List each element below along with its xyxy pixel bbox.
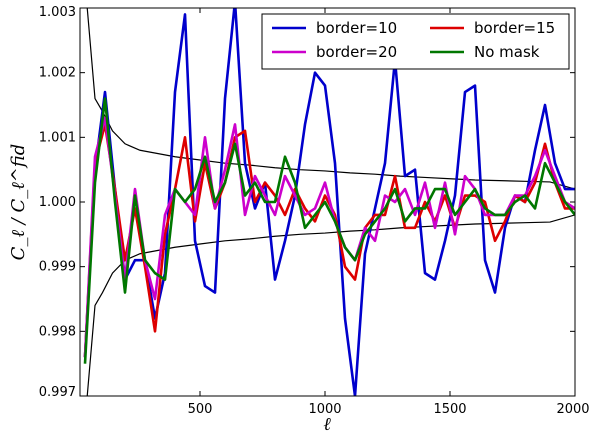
y-tick-label: 1.002 (39, 66, 76, 81)
x-axis-ticks: 500 1000 1500 2000 (188, 8, 590, 417)
y-tick-label: 0.998 (39, 324, 76, 339)
series-line-border-10 (83, 8, 575, 396)
y-tick-label: 1.001 (39, 130, 76, 145)
x-tick-label: 2000 (556, 402, 589, 417)
x-axis-label: ℓ (323, 414, 331, 435)
y-tick-label: 0.997 (39, 385, 76, 400)
legend-label: border=15 (474, 19, 555, 37)
y-axis-label: C_ℓ / C_ℓ^fid (8, 144, 29, 261)
envelope-lower-line (86, 214, 575, 396)
y-axis-ticks: 0.997 0.998 0.999 1.000 1.001 1.002 1.003 (39, 5, 575, 400)
legend-box (261, 13, 570, 70)
x-tick-label: 1500 (433, 402, 466, 417)
legend-label: border=10 (316, 19, 397, 37)
x-tick-label: 1000 (308, 402, 341, 417)
x-tick-label: 500 (188, 402, 213, 417)
envelope-layer (86, 8, 575, 396)
y-tick-label: 1.003 (39, 5, 76, 20)
legend: border=10 border=15 border=20 No mask (261, 13, 570, 70)
series-line-no-mask (83, 97, 575, 364)
y-tick-label: 1.000 (39, 195, 76, 210)
legend-label: No mask (474, 43, 540, 61)
envelope-upper-line (86, 8, 575, 190)
legend-label: border=20 (316, 43, 397, 61)
y-tick-label: 0.999 (39, 260, 76, 275)
series-layer (83, 8, 575, 396)
